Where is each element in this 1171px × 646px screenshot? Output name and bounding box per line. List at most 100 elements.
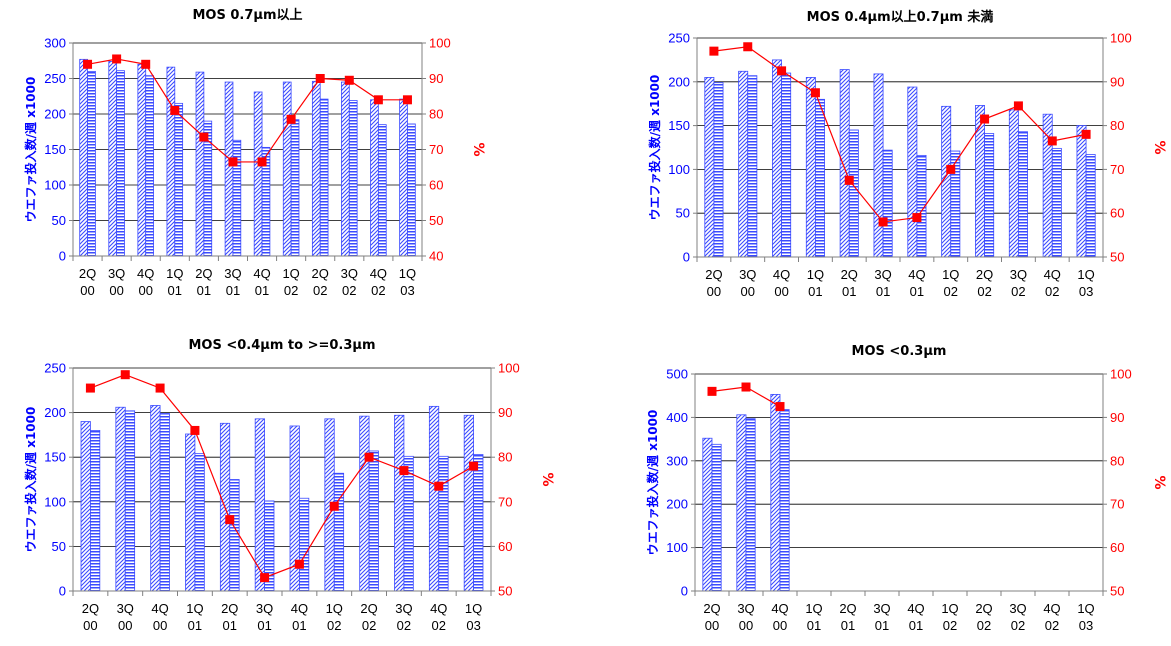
y2-tick-label: 100 [1110,31,1132,46]
rate-line [713,46,1087,223]
rate-marker [434,481,444,491]
x-tick-label: 2Q 00 [82,601,99,633]
y2-tick-label: 90 [1110,74,1124,89]
x-tick-label: 3Q 02 [1009,601,1026,633]
bar-horizontal [711,443,722,592]
bar-diagonal [195,71,205,257]
x-tick-label: 4Q 02 [370,266,387,298]
rate-marker [1047,136,1057,146]
bar-diagonal [359,415,370,592]
rate-marker [329,501,339,511]
bar-horizontal [229,479,240,592]
x-tick-label: 3Q 00 [117,601,134,633]
bar-horizontal [1085,154,1096,258]
y-tick-label: 0 [59,249,66,264]
bar-horizontal [438,455,449,592]
chart-title: MOS 0.4µm以上0.7µm 未満 [807,9,994,25]
bar-diagonal [79,58,88,257]
y2-tick-label: 60 [1110,206,1124,221]
rate-marker [83,59,93,69]
y2-axis-label: % [1151,140,1167,154]
y-tick-label: 0 [681,584,688,599]
y-tick-label: 200 [44,405,66,420]
y-tick-label: 100 [666,540,688,555]
bar-horizontal [1051,147,1062,258]
x-tick-label: 4Q 00 [773,267,790,299]
chart-title: MOS 0.7µm以上 [192,8,302,23]
y2-tick-label: 80 [498,450,512,465]
y-tick-label: 50 [52,539,66,554]
x-tick-label: 1Q 03 [1077,601,1094,633]
rate-marker [402,95,412,105]
x-tick-label: 3Q 02 [1010,267,1027,299]
x-tick-label: 3Q 02 [395,601,412,633]
bar-diagonal [975,105,985,258]
bar-horizontal [124,410,136,592]
bar-diagonal [702,437,713,592]
x-tick-label: 4Q 02 [1044,267,1061,299]
rate-marker [286,114,296,124]
bar-diagonal [137,63,147,257]
x-tick-label: 4Q 01 [908,267,925,299]
bar-diagonal [253,91,263,257]
bar-horizontal [984,133,995,258]
rate-marker [775,402,785,412]
rate-marker [1013,101,1023,111]
y-tick-label: 100 [44,494,66,509]
y2-tick-label: 100 [498,361,520,376]
y2-tick-label: 60 [498,539,512,554]
rate-marker [260,573,270,583]
bar-diagonal [873,73,884,258]
y2-tick-label: 90 [498,405,512,420]
y2-tick-label: 40 [429,249,443,264]
bar-horizontal [815,98,825,258]
chart-mos-03um-to-04um: MOS <0.4µm to >=0.3µm 0 50 100 150 200 250 50 60… [23,338,555,633]
x-tick-label: 2Q 02 [976,267,993,299]
y-tick-label: 150 [44,450,66,465]
rate-marker [257,157,267,167]
x-tick-label: 3Q 01 [256,601,273,633]
x-tick-label: 1Q 03 [465,601,482,633]
rate-marker [946,164,956,174]
bar-diagonal [1076,125,1087,258]
bar-diagonal [150,405,161,592]
x-tick-label: 1Q 01 [807,267,824,299]
bar-diagonal [80,421,91,592]
y-tick-label: 0 [59,584,66,599]
x-tick-label: 4Q 01 [253,266,270,298]
bar-diagonal [463,414,474,592]
bar-diagonal [772,59,782,258]
x-tick-label: 3Q 02 [341,266,358,298]
x-tick-label: 2Q 00 [703,601,720,633]
bar-diagonal [736,414,747,592]
rate-marker [743,42,753,52]
bar-diagonal [704,77,715,258]
y-tick-label: 0 [683,250,690,265]
bar-horizontal [713,82,724,258]
x-tick-label: 3Q 00 [108,266,125,298]
y-axis-label: ウエファ投入数/週 x1000 [23,407,38,553]
rate-marker [1081,129,1091,139]
y2-tick-label: 70 [1110,497,1124,512]
y-tick-label: 250 [44,361,66,376]
rate-marker [294,559,304,569]
x-tick-label: 1Q 01 [805,601,822,633]
x-tick-label: 2Q 01 [839,601,856,633]
y2-tick-label: 60 [1110,540,1124,555]
y-axis-label: ウエファ投入数/週 x1000 [645,410,660,556]
y-axis-label: ウエファ投入数/週 x1000 [647,75,662,221]
x-tick-label: 1Q 01 [186,601,203,633]
y-tick-label: 200 [668,74,690,89]
y2-tick-label: 50 [1110,250,1124,265]
bar-diagonal [907,86,918,258]
y2-tick-label: 80 [429,107,443,122]
bar-diagonal [224,81,234,257]
x-tick-label: 3Q 01 [873,601,890,633]
y-tick-label: 100 [44,178,66,193]
x-tick-label: 4Q 01 [291,601,308,633]
x-tick-label: 2Q 00 [79,266,96,298]
x-tick-label: 3Q 00 [737,601,754,633]
rate-marker [878,217,888,227]
bar-diagonal [282,81,292,257]
